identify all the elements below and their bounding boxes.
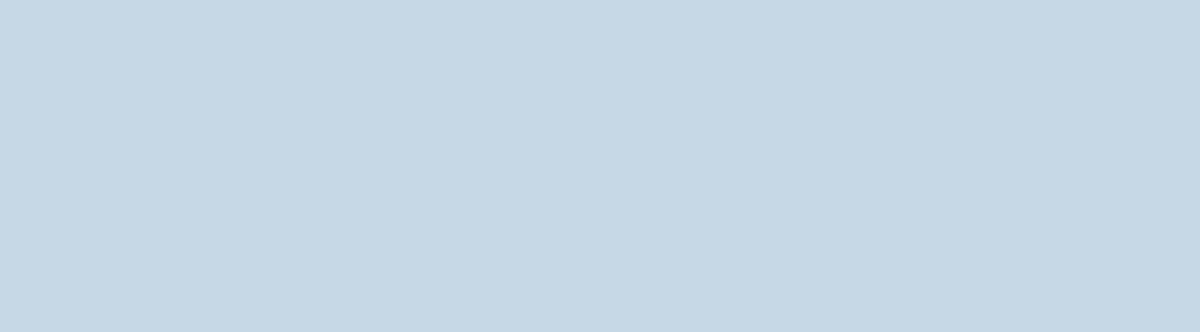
Text: The velocity distribution in the boundary layer is given by $\dfrac{u}{U} = \lef: The velocity distribution in the boundar…	[251, 40, 949, 80]
Text: $U = $ free stream velocity: $U = $ free stream velocity	[354, 164, 606, 188]
Text: $\delta = $ nominal thickness: $\delta = $ nominal thickness	[354, 214, 583, 234]
Text: What would be the displacement thickness($\delta^*$)?: What would be the displacement thickness…	[318, 276, 794, 302]
Text: $u = $ point velocity at distance $y$: $u = $ point velocity at distance $y$	[354, 116, 676, 139]
